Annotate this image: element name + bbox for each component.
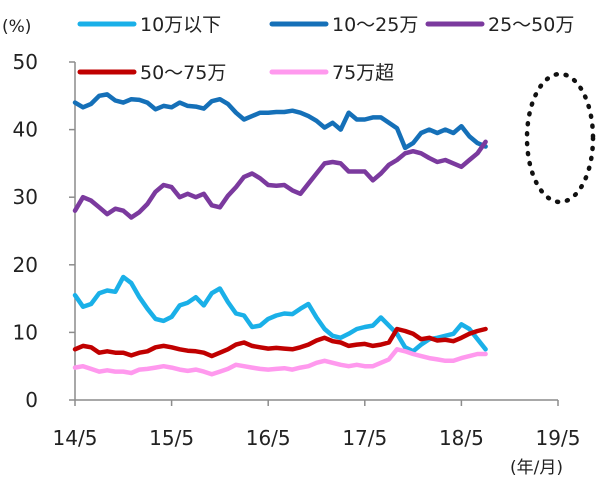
x-tick-label: 14/5 [53,426,98,450]
series-line-4 [72,326,488,359]
series-line-5 [72,347,488,377]
x-axis: 14/5 15/5 16/5 17/5 18/5 19/5 [53,399,581,450]
y-tick-label: 10 [13,320,38,344]
series-line-1 [72,274,488,354]
series-line-2 [72,92,488,151]
x-tick-label: 16/5 [246,426,291,450]
y-tick-label: 30 [13,185,38,209]
x-tick-label: 19/5 [536,426,581,450]
series-line-3 [72,139,488,220]
y-tick-label: 40 [13,118,38,142]
legend-label: 10～25万 [332,14,418,36]
x-tick-label: 15/5 [149,426,194,450]
legend-label: 25～50万 [488,14,574,36]
y-tick-label: 20 [13,253,38,277]
x-tick-label: 17/5 [342,426,387,450]
highlight-ellipse [524,71,596,205]
y-axis: 0 10 20 30 40 50 [13,50,76,412]
x-axis-unit-label: (年/月) [510,458,563,478]
legend-label: 75万超 [332,62,394,84]
x-tick-label: 18/5 [439,426,484,450]
y-axis-unit-label: (%) [2,17,31,37]
legend: 10万以下 10～25万 25～50万 50～75万 75万超 [77,14,574,84]
series-group [72,92,488,377]
legend-label: 10万以下 [140,14,221,36]
y-tick-label: 0 [25,388,38,412]
legend-label: 50～75万 [140,62,226,84]
y-tick-label: 50 [13,50,38,74]
